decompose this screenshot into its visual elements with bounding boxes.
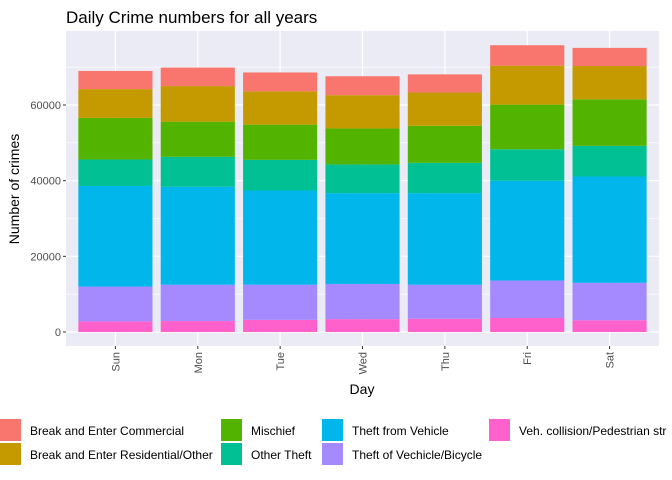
bar-segment xyxy=(407,125,482,163)
legend-swatch xyxy=(221,419,242,441)
legend-swatch xyxy=(221,443,242,465)
bar-segment xyxy=(490,318,565,332)
legend-item: Break and Enter Commercial xyxy=(0,419,184,441)
y-tick-label: 0 xyxy=(55,327,61,339)
legend-swatch xyxy=(489,419,510,441)
bar-segment xyxy=(490,45,565,66)
legend-swatch xyxy=(0,443,21,465)
legend-swatch xyxy=(322,419,343,441)
bar-segment xyxy=(490,180,565,281)
bar-segment xyxy=(572,282,647,321)
legend-item: Break and Enter Residential/Other xyxy=(0,443,213,465)
bar-segment xyxy=(160,321,235,332)
bar-segment xyxy=(78,286,153,322)
chart-title: Daily Crime numbers for all years xyxy=(66,8,317,27)
bar-segment xyxy=(325,164,400,194)
bar-segment xyxy=(407,193,482,285)
y-tick-label: 60000 xyxy=(30,100,61,112)
bar-segment xyxy=(490,104,565,150)
legend-item: Theft of Vechicle/Bicycle xyxy=(322,443,482,465)
bar-segment xyxy=(490,149,565,181)
legend: Break and Enter Commercial Break and Ente… xyxy=(0,419,666,465)
bar-segment xyxy=(160,86,235,122)
legend-item: Mischief xyxy=(221,419,296,441)
bar-segment xyxy=(572,47,647,67)
legend-item: Theft from Vehicle xyxy=(322,419,449,441)
bar-segment xyxy=(572,145,647,177)
bar-segment xyxy=(243,72,318,92)
legend-label: Break and Enter Residential/Other xyxy=(30,448,213,462)
bar-segment xyxy=(407,284,482,319)
bar-segment xyxy=(407,74,482,93)
legend-item: Veh. collision/Pedestrian str xyxy=(489,419,666,441)
x-tick-label: Tue xyxy=(275,352,287,371)
bar-segment xyxy=(78,159,153,186)
bar-segment xyxy=(572,99,647,146)
bar-segment xyxy=(243,124,318,160)
legend-label: Mischief xyxy=(251,424,296,438)
legend-label: Theft of Vechicle/Bicycle xyxy=(352,448,482,462)
bar-segment xyxy=(160,284,235,322)
bar-segment xyxy=(243,284,318,320)
y-tick-label: 40000 xyxy=(30,176,61,188)
bar-segment xyxy=(325,193,400,284)
x-axis-title: Day xyxy=(350,381,375,397)
bar-segment xyxy=(78,117,153,160)
bar-segment xyxy=(243,190,318,285)
y-axis-title: Number of crimes xyxy=(6,134,22,244)
bar-segment xyxy=(407,318,482,332)
legend-label: Break and Enter Commercial xyxy=(30,424,184,438)
x-tick-label: Mon xyxy=(193,352,205,373)
legend-swatch xyxy=(0,419,21,441)
bar-segment xyxy=(160,67,235,87)
legend-swatch xyxy=(322,443,343,465)
legend-item: Other Theft xyxy=(221,443,312,465)
bar-segment xyxy=(407,92,482,126)
bar-segment xyxy=(243,91,318,125)
y-tick-label: 20000 xyxy=(30,251,61,263)
bar-segment xyxy=(325,128,400,165)
bar-segment xyxy=(572,320,647,332)
x-tick-label: Thu xyxy=(440,352,452,371)
bar-segment xyxy=(572,176,647,283)
legend-label: Theft from Vehicle xyxy=(352,424,449,438)
bar-segment xyxy=(490,280,565,319)
bar-segment xyxy=(325,319,400,332)
bar-segment xyxy=(572,66,647,100)
bar-segment xyxy=(325,283,400,320)
bar-segment xyxy=(160,156,235,187)
legend-label: Veh. collision/Pedestrian str xyxy=(519,424,666,438)
bar-segment xyxy=(325,76,400,96)
x-tick-label: Sat xyxy=(605,352,617,369)
bar-segment xyxy=(78,321,153,332)
bar-segment xyxy=(325,95,400,129)
bar-segment xyxy=(407,162,482,194)
bar-segment xyxy=(160,186,235,285)
x-axis: Sun Mon Tue Wed Thu Fri Sat xyxy=(110,346,617,374)
y-axis: 0 20000 40000 60000 xyxy=(30,100,66,339)
x-tick-label: Wed xyxy=(358,352,370,374)
bar-segment xyxy=(490,65,565,105)
bar-segment xyxy=(78,89,153,118)
legend-label: Other Theft xyxy=(251,448,312,462)
bar-segment xyxy=(78,70,153,90)
bar-segment xyxy=(243,319,318,332)
bar-stacks xyxy=(78,45,647,332)
x-tick-label: Fri xyxy=(522,352,534,365)
bar-segment xyxy=(78,185,153,287)
bar-segment xyxy=(160,121,235,157)
x-tick-label: Sun xyxy=(110,352,122,372)
bar-segment xyxy=(243,159,318,191)
